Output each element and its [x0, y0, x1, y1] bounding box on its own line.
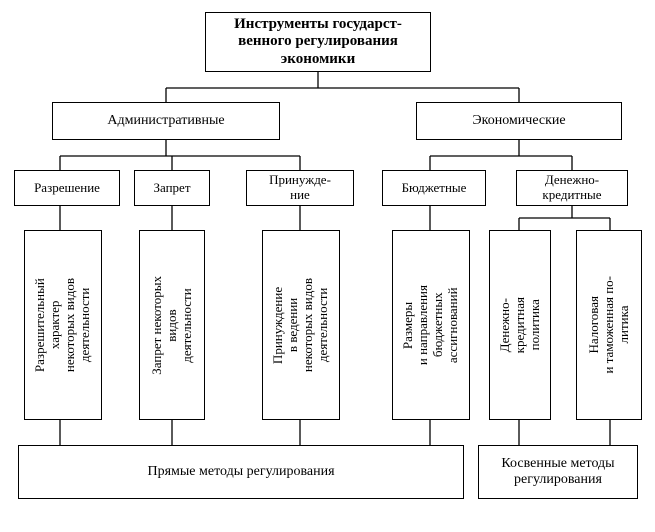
root-label: Инструменты государст- венного регулиров…: [234, 16, 402, 68]
admin-box: Административные: [52, 102, 280, 140]
coerce-box: Принужде- ние: [246, 170, 354, 206]
ban-vertical: Запрет некоторых видов деятельности: [139, 230, 205, 420]
permit-box: Разрешение: [14, 170, 120, 206]
admin-label: Административные: [107, 113, 224, 129]
econ-label: Экономические: [472, 113, 565, 129]
ban-vertical-label: Запрет некоторых видов деятельности: [150, 276, 195, 375]
permit-vertical-label: Разрешительный характер некоторых видов …: [33, 278, 93, 372]
ban-box: Запрет: [134, 170, 210, 206]
coerce-vertical: Принуждение в ведении некоторых видов де…: [262, 230, 340, 420]
budget-vertical-label: Размеры и направления бюджетных ассигнов…: [401, 285, 461, 365]
indirect-methods-box: Косвенные методы регулирования: [478, 445, 638, 499]
budget-box: Бюджетные: [382, 170, 486, 206]
money-vertical-label: Денежно- кредитная политика: [498, 297, 543, 353]
econ-box: Экономические: [416, 102, 622, 140]
ban-label: Запрет: [153, 181, 190, 196]
tax-vertical: Налоговая и таможенная по- литика: [576, 230, 642, 420]
root-box: Инструменты государст- венного регулиров…: [205, 12, 431, 72]
permit-label: Разрешение: [34, 181, 100, 196]
coerce-vertical-label: Принуждение в ведении некоторых видов де…: [271, 278, 331, 372]
money-box: Денежно- кредитные: [516, 170, 628, 206]
money-label: Денежно- кредитные: [542, 173, 601, 203]
coerce-label: Принужде- ние: [269, 173, 331, 203]
indirect-methods-label: Косвенные методы регулирования: [501, 456, 614, 488]
direct-methods-box: Прямые методы регулирования: [18, 445, 464, 499]
tax-vertical-label: Налоговая и таможенная по- литика: [587, 276, 632, 374]
permit-vertical: Разрешительный характер некоторых видов …: [24, 230, 102, 420]
money-vertical: Денежно- кредитная политика: [489, 230, 551, 420]
direct-methods-label: Прямые методы регулирования: [147, 464, 334, 480]
budget-vertical: Размеры и направления бюджетных ассигнов…: [392, 230, 470, 420]
budget-label: Бюджетные: [402, 181, 467, 196]
